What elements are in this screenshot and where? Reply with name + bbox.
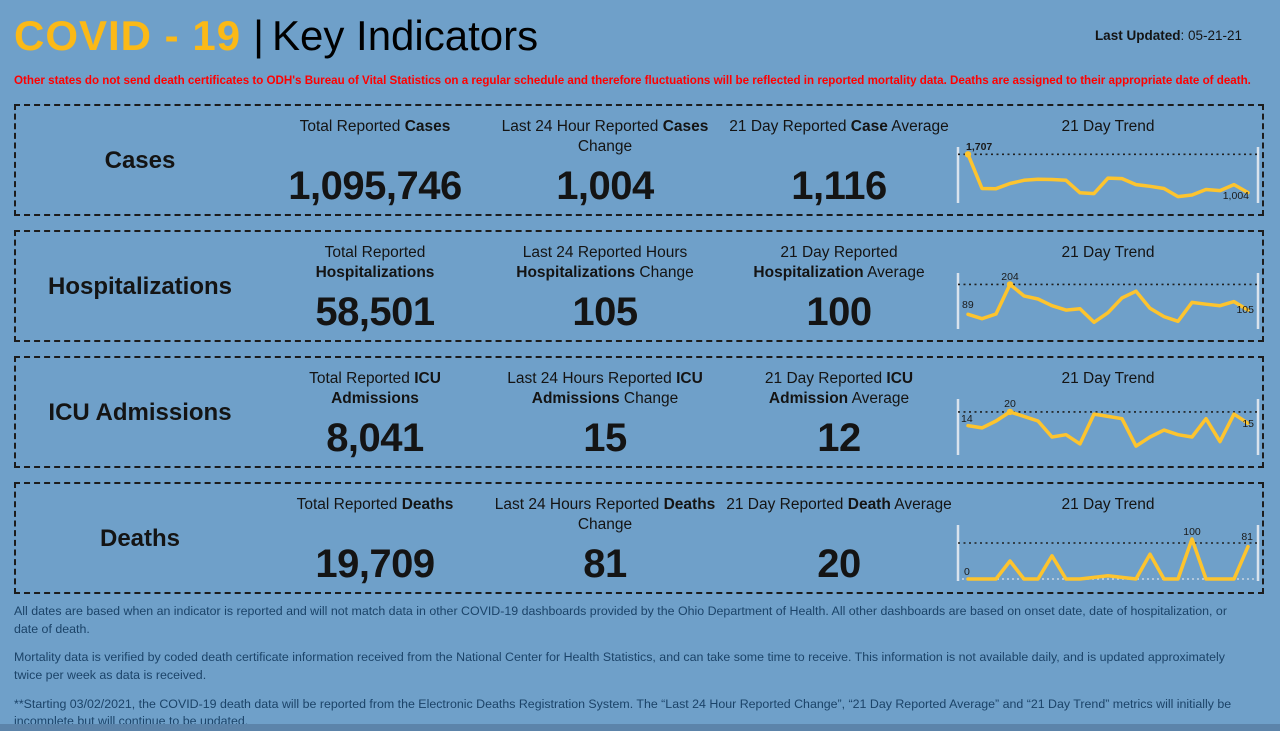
deaths-average-header: 21 Day Reported Death Average: [726, 496, 952, 514]
page-title: COVID - 19 | Key Indicators: [14, 12, 538, 60]
hospitalizations-average-value: 100: [806, 289, 872, 334]
page-title-subtitle: Key Indicators: [271, 12, 539, 59]
cases-trend-title: 21 Day Trend: [1061, 118, 1155, 136]
page-title-separator: |: [253, 12, 264, 59]
mortality-data-notice: Other states do not send death certifica…: [14, 74, 1251, 88]
footnote-mortality: Mortality data is verified by coded deat…: [14, 650, 1225, 682]
hospitalizations-change-header: Last 24 Reported Hours Hospitalizations …: [516, 244, 694, 281]
icu-change-value: 15: [583, 415, 627, 460]
cases-average-cell: 21 Day Reported Case Average 1,116: [724, 106, 954, 215]
cases-change-value: 1,004: [556, 163, 654, 208]
hospitalizations-trend-cell: 21 Day Trend 89 204 105: [954, 232, 1262, 341]
hospitalizations-total-cell: Total Reported Hospitalizations 58,501: [264, 232, 486, 341]
svg-text:1,004: 1,004: [1223, 190, 1249, 202]
hospitalizations-total-value: 58,501: [315, 289, 435, 334]
footnotes: All dates are based when an indicator is…: [14, 603, 1264, 731]
icu-average-value: 12: [817, 415, 861, 460]
deaths-total-value: 19,709: [315, 541, 435, 586]
page-title-brand: COVID - 19: [14, 12, 242, 59]
cases-total-value: 1,095,746: [288, 163, 462, 208]
icu-trend-sparkline: 14 20 15: [954, 389, 1262, 466]
hospitalizations-trend-title: 21 Day Trend: [1061, 244, 1155, 262]
indicator-label-cases: Cases: [104, 146, 176, 174]
svg-text:20: 20: [1004, 398, 1016, 410]
bottom-edge-strip: [0, 724, 1280, 731]
deaths-total-cell: Total Reported Deaths 19,709: [264, 484, 486, 593]
cases-average-header: 21 Day Reported Case Average: [729, 118, 949, 136]
icu-average-cell: 21 Day Reported ICU Admission Average 12: [724, 358, 954, 467]
icu-total-cell: Total Reported ICU Admissions 8,041: [264, 358, 486, 467]
svg-text:81: 81: [1241, 531, 1253, 543]
last-updated-label: Last Updated: [1094, 28, 1181, 43]
hospitalizations-change-value: 105: [572, 289, 638, 334]
svg-text:1,707: 1,707: [966, 141, 992, 153]
deaths-total-header: Total Reported Deaths: [296, 496, 454, 514]
icu-average-header: 21 Day Reported ICU Admission Average: [764, 370, 914, 407]
cases-change-header: Last 24 Hour Reported Cases Change: [501, 118, 709, 155]
indicator-label-icu-admissions: ICU Admissions: [48, 398, 232, 426]
deaths-average-value: 20: [817, 541, 861, 586]
svg-text:204: 204: [1001, 271, 1019, 283]
icu-change-header: Last 24 Hours Reported ICU Admissions Ch…: [507, 370, 703, 407]
cases-average-value: 1,116: [791, 163, 887, 208]
indicator-card-cases: Cases Total Reported Cases 1,095,746 Las…: [14, 104, 1264, 217]
cases-change-cell: Last 24 Hour Reported Cases Change 1,004: [486, 106, 724, 215]
icu-trend-title: 21 Day Trend: [1061, 370, 1155, 388]
cases-trend-sparkline: 1,707 1,004: [954, 137, 1262, 214]
svg-text:0: 0: [964, 566, 970, 578]
hospitalizations-average-header: 21 Day Reported Hospitalization Average: [753, 244, 925, 281]
last-updated-value: : 05-21-21: [1180, 28, 1242, 43]
deaths-trend-cell: 21 Day Trend 0 100 81: [954, 484, 1262, 593]
deaths-average-cell: 21 Day Reported Death Average 20: [724, 484, 954, 593]
indicator-card-deaths: Deaths Total Reported Deaths 19,709 Last…: [14, 482, 1264, 595]
deaths-trend-sparkline: 0 100 81: [954, 515, 1262, 592]
icu-trend-cell: 21 Day Trend 14 20 15: [954, 358, 1262, 467]
svg-text:14: 14: [961, 413, 973, 425]
last-updated: Last Updated: 05-21-21: [1095, 28, 1264, 43]
hospitalizations-trend-sparkline: 89 204 105: [954, 263, 1262, 340]
hospitalizations-total-header: Total Reported Hospitalizations: [315, 244, 435, 281]
icu-total-value: 8,041: [326, 415, 424, 460]
indicator-card-icu-admissions: ICU Admissions Total Reported ICU Admiss…: [14, 356, 1264, 469]
icu-total-header: Total Reported ICU Admissions: [309, 370, 441, 407]
deaths-trend-title: 21 Day Trend: [1061, 496, 1155, 514]
deaths-change-cell: Last 24 Hours Reported Deaths Change 81: [486, 484, 724, 593]
cases-total-header: Total Reported Cases: [299, 118, 451, 136]
deaths-change-header: Last 24 Hours Reported Deaths Change: [494, 496, 716, 533]
svg-text:15: 15: [1242, 418, 1254, 430]
hospitalizations-average-cell: 21 Day Reported Hospitalization Average …: [724, 232, 954, 341]
footnote-dates: All dates are based when an indicator is…: [14, 604, 1227, 636]
svg-text:105: 105: [1236, 304, 1254, 316]
icu-change-cell: Last 24 Hours Reported ICU Admissions Ch…: [486, 358, 724, 467]
indicator-card-hospitalizations: Hospitalizations Total Reported Hospital…: [14, 230, 1264, 343]
header: COVID - 19 | Key Indicators Last Updated: …: [14, 12, 1264, 60]
svg-text:100: 100: [1183, 526, 1201, 538]
svg-text:89: 89: [962, 299, 974, 311]
indicator-label-hospitalizations: Hospitalizations: [47, 272, 233, 300]
deaths-change-value: 81: [583, 541, 627, 586]
cases-trend-cell: 21 Day Trend 1,707 1,004: [954, 106, 1262, 215]
cases-total-cell: Total Reported Cases 1,095,746: [264, 106, 486, 215]
indicator-label-deaths: Deaths: [99, 524, 181, 552]
hospitalizations-change-cell: Last 24 Reported Hours Hospitalizations …: [486, 232, 724, 341]
